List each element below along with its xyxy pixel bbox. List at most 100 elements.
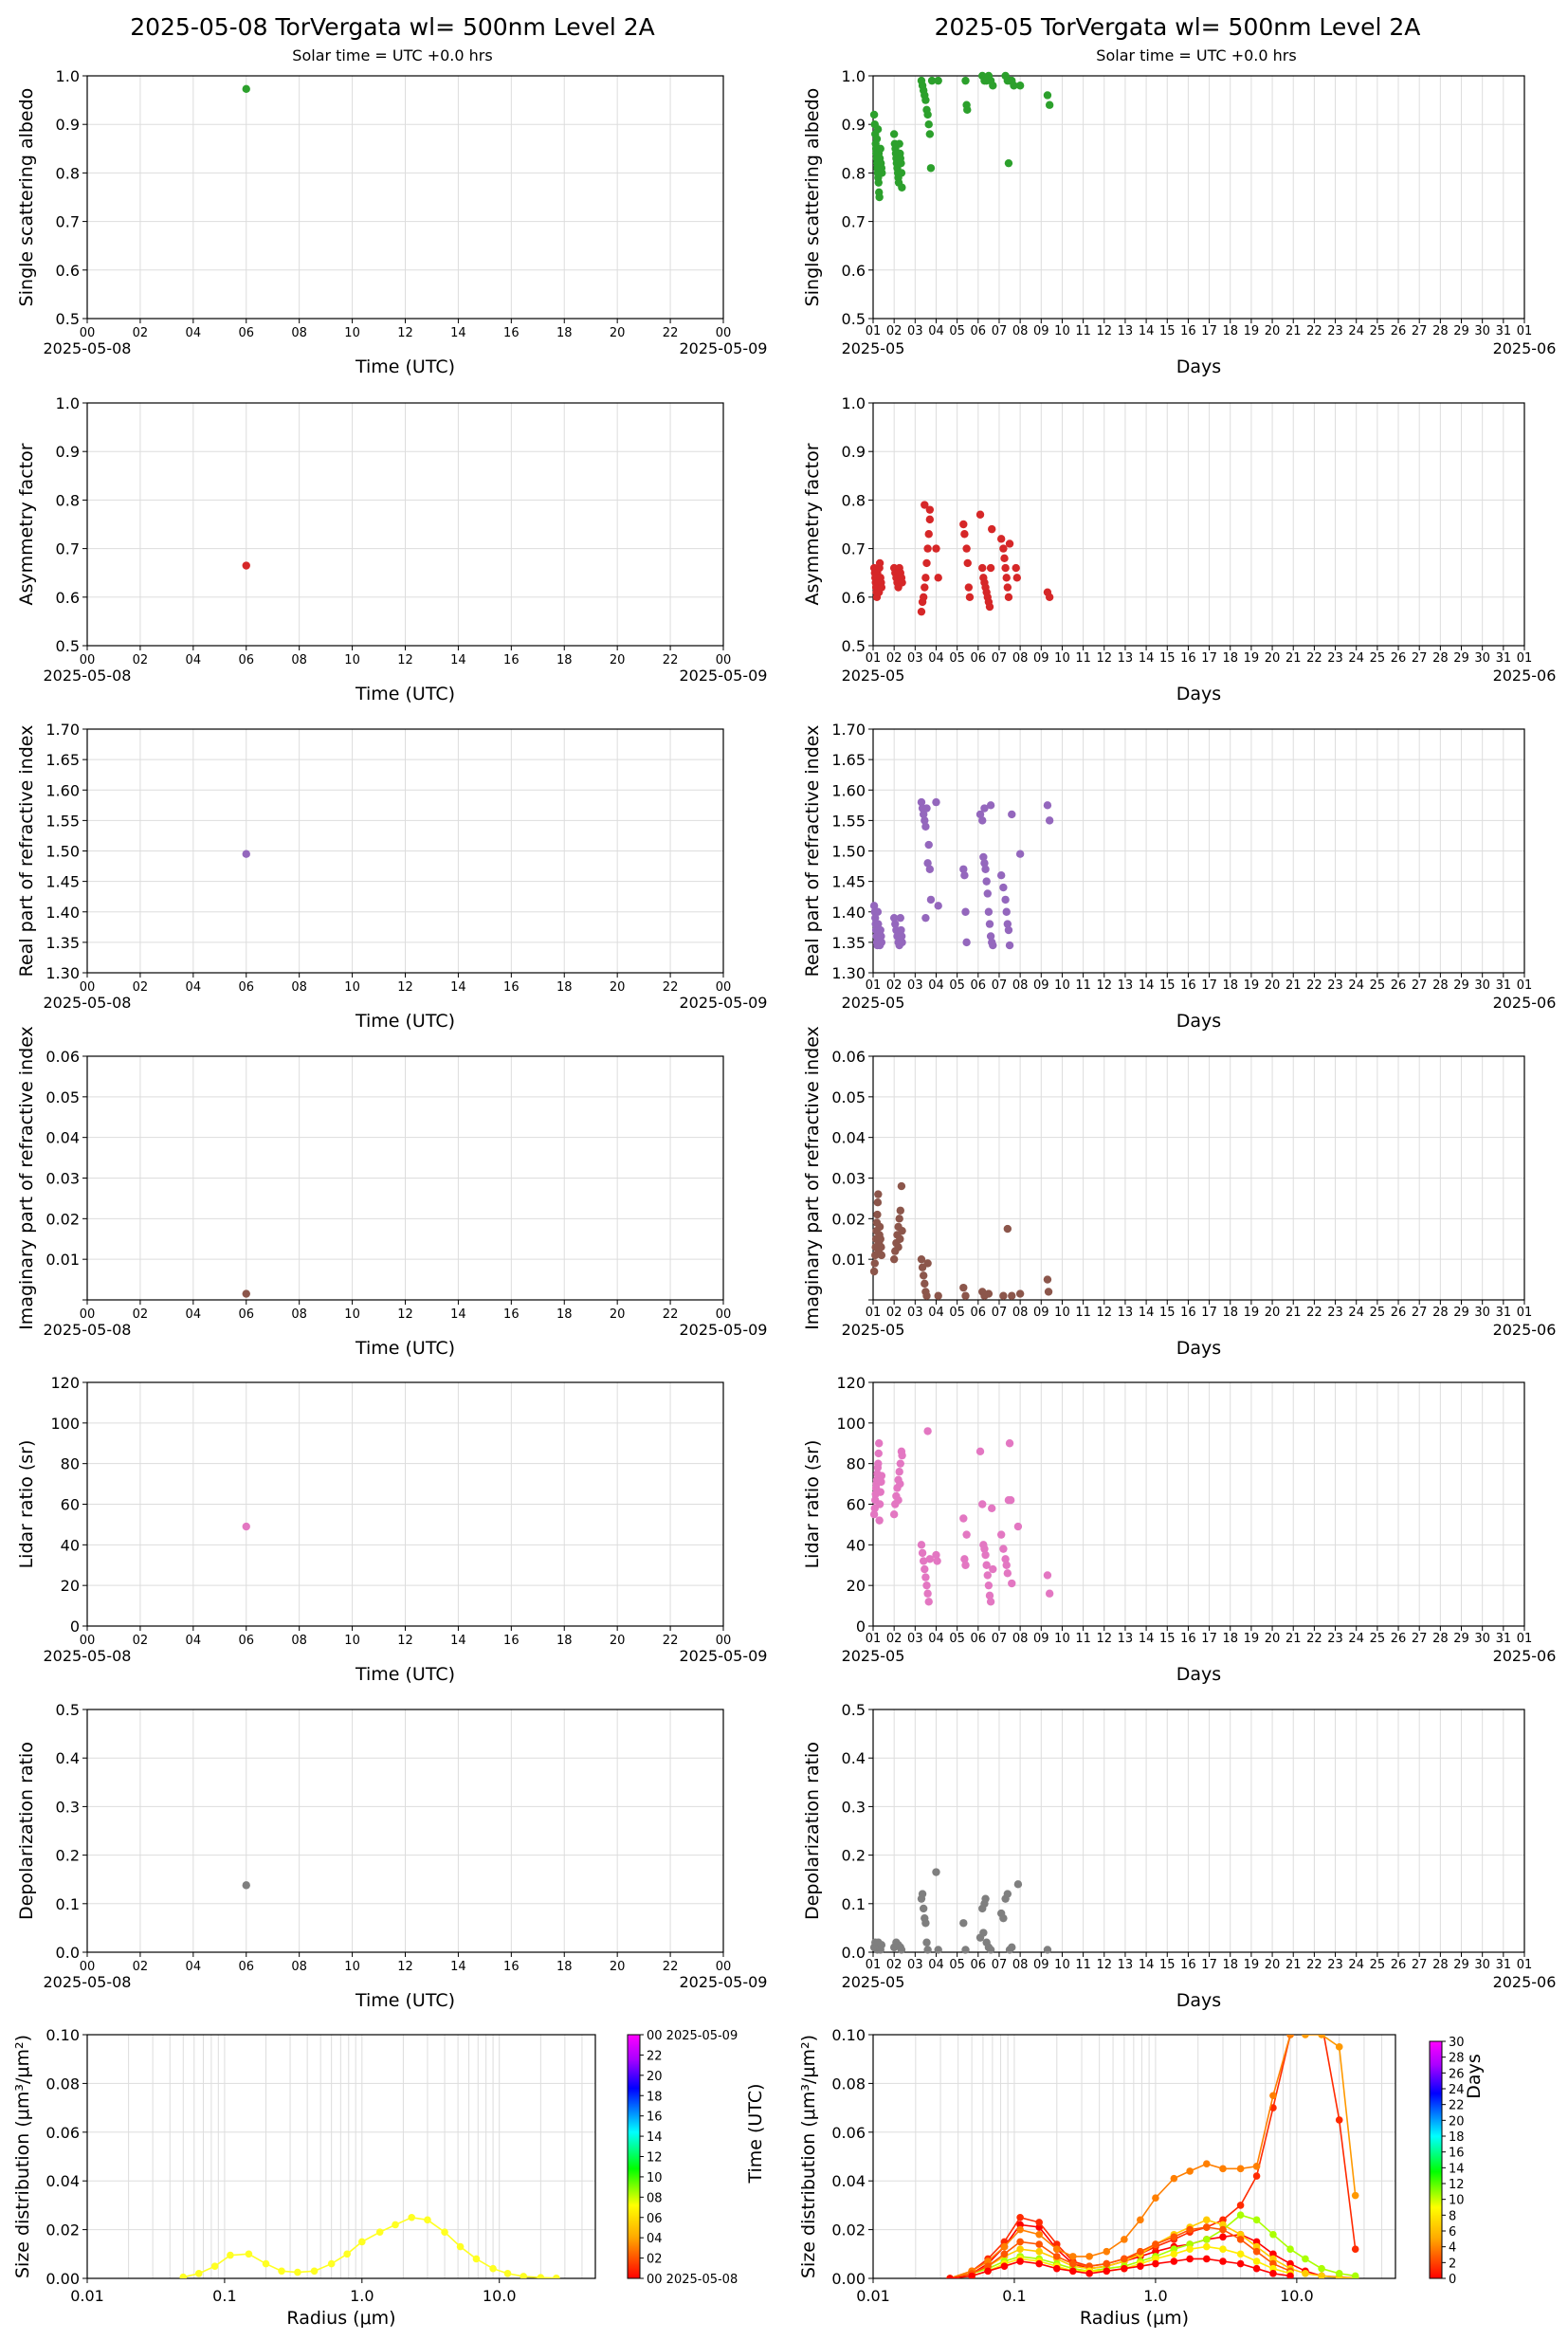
- x-tick-label: 22: [1306, 1306, 1322, 1320]
- data-point: [921, 1279, 929, 1289]
- x-tick-label: 18: [1222, 1958, 1238, 1972]
- series-point: [1053, 2245, 1061, 2253]
- x-tick-label: 20: [610, 653, 626, 667]
- x-tick-label: 07: [992, 1958, 1008, 1972]
- series-point: [1302, 2255, 1309, 2263]
- data-point: [965, 593, 975, 601]
- x-tick-label: 06: [971, 1306, 987, 1320]
- x-tick-label: 23: [1327, 324, 1343, 338]
- data-point: [242, 1522, 250, 1531]
- data-point: [1005, 941, 1014, 950]
- data-point: [869, 110, 879, 119]
- x-tick-label: 13: [1118, 1306, 1134, 1320]
- data-point: [924, 530, 933, 539]
- data-point: [1045, 816, 1054, 825]
- data-point: [877, 938, 886, 947]
- x-tick-label: 04: [928, 324, 944, 338]
- data-point: [1004, 158, 1013, 168]
- series-point: [1203, 2242, 1211, 2251]
- data-point: [975, 510, 985, 519]
- series-point: [1252, 2162, 1261, 2170]
- left-title: 2025-05-08 TorVergata wl= 500nm Level 2A: [130, 13, 655, 41]
- x-tick-label: 13: [1118, 651, 1134, 666]
- data-point: [1043, 91, 1052, 100]
- x-tick-label: 01: [1517, 651, 1533, 666]
- data-point: [896, 1206, 905, 1215]
- data-point: [875, 192, 884, 202]
- axes-frame: [86, 728, 724, 974]
- y-tick-label: 1.30: [831, 964, 866, 982]
- x-start-date: 2025-05: [842, 1321, 905, 1339]
- data-point: [875, 1222, 884, 1232]
- y-tick-label: 1.65: [46, 751, 80, 769]
- data-point: [1043, 801, 1052, 810]
- series-point: [1186, 2167, 1194, 2175]
- x-tick-label: 22: [663, 1634, 679, 1648]
- data-point: [959, 1514, 968, 1523]
- data-point: [919, 593, 928, 601]
- x-tick-label: 01: [866, 978, 882, 993]
- x-tick-label: 14: [450, 1960, 466, 1974]
- data-point: [1002, 574, 1011, 582]
- y-tick-label: 0.00: [831, 2270, 866, 2288]
- x-tick-label: 18: [556, 1960, 573, 1974]
- data-point: [978, 563, 987, 573]
- data-point: [932, 1550, 940, 1560]
- data-point: [873, 1210, 882, 1219]
- data-point: [869, 1267, 879, 1276]
- data-point: [896, 1234, 904, 1243]
- data-point: [897, 158, 905, 168]
- x-tick-label: 18: [1222, 324, 1238, 338]
- y-tick-label: 80: [847, 1455, 866, 1473]
- x-tick-label: 09: [1033, 1306, 1049, 1320]
- x-tick-label: 04: [928, 1958, 944, 1972]
- data-point: [1002, 1561, 1011, 1569]
- y-tick-label: 1.40: [46, 904, 80, 922]
- x-tick-label: 07: [992, 1306, 1008, 1320]
- y-tick-label: 0.06: [46, 1048, 80, 1066]
- series-point: [1219, 2233, 1227, 2241]
- data-point: [925, 130, 935, 138]
- x-tick-label: 24: [1348, 1958, 1364, 1972]
- x-tick-label: 14: [450, 326, 466, 340]
- data-point: [986, 801, 995, 810]
- axes-frame: [872, 402, 1525, 647]
- x-tick-label: 00: [80, 1634, 96, 1648]
- data-point: [896, 913, 905, 923]
- data-point: [961, 76, 970, 85]
- data-point: [877, 1477, 885, 1487]
- data-point: [961, 1561, 970, 1569]
- x-tick-label: 06: [971, 651, 987, 666]
- data-point: [999, 883, 1008, 892]
- ssa-monthly-panel: 0.5 0.6 0.7 0.8 0.9 1.0 01 02 03 04 05 06 07 08 09 10 11…: [802, 67, 1556, 377]
- x-tick-label: 12: [397, 1307, 413, 1322]
- data-point: [980, 1545, 989, 1553]
- data-point: [984, 1581, 994, 1590]
- x-tick-label: 18: [556, 1307, 573, 1322]
- data-point: [874, 1449, 883, 1458]
- data-point: [921, 574, 930, 582]
- data-point: [978, 1500, 987, 1508]
- data-point: [242, 561, 250, 570]
- x-tick-label: 28: [1432, 978, 1449, 993]
- x-axis-label: Days: [1176, 684, 1221, 704]
- x-tick-label: 01: [866, 1632, 882, 1646]
- x-axis-label: Time (UTC): [355, 1990, 455, 2011]
- x-tick-label: 18: [1222, 1306, 1238, 1320]
- data-point: [918, 1548, 927, 1558]
- y-tick-label: 1.35: [46, 934, 80, 952]
- x-tick-label: 22: [1306, 1958, 1322, 1972]
- x-tick-label: 08: [291, 326, 307, 340]
- y-tick-label: 100: [836, 1415, 866, 1433]
- data-point: [1004, 593, 1013, 601]
- y-tick-label: 0.6: [56, 589, 80, 607]
- colorbar-daily: 00 2025-05-09 22 20 18 16 14 12 10 08 06 04 02 00 20…: [627, 2029, 738, 2287]
- x-tick-label: 02: [133, 1960, 149, 1974]
- series-point: [503, 2270, 512, 2277]
- data-point: [980, 859, 989, 868]
- data-point: [921, 96, 930, 104]
- data-point: [981, 865, 990, 873]
- data-point: [986, 932, 995, 941]
- y-tick-label: 0.02: [831, 1210, 866, 1228]
